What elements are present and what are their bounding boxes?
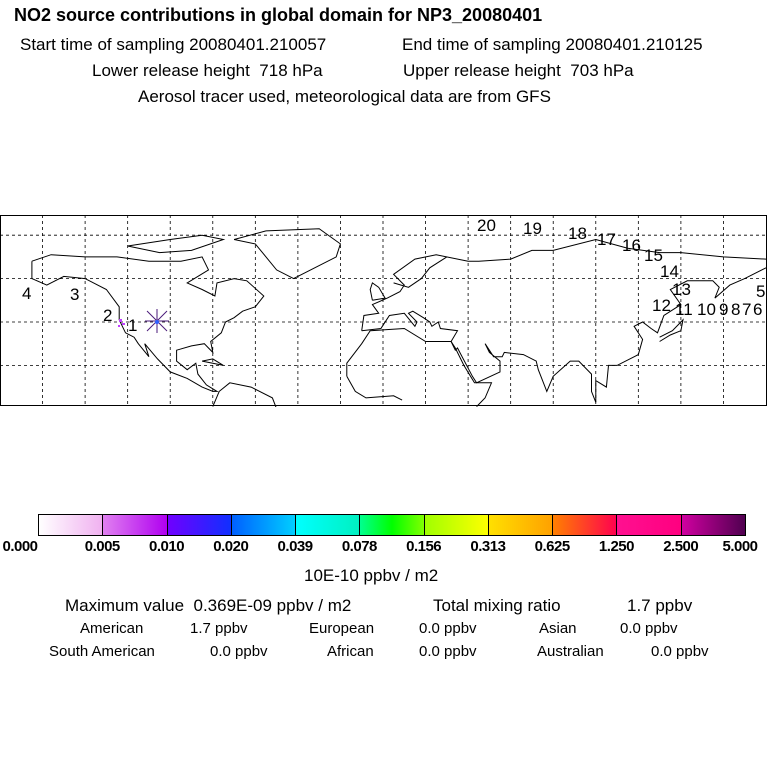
lower-height: Lower release height 718 hPa bbox=[92, 61, 323, 81]
trajectory-label-4: 4 bbox=[22, 284, 31, 303]
max-label: Maximum value bbox=[65, 596, 185, 615]
colorbar-segment bbox=[38, 514, 104, 536]
colorbar-segment bbox=[487, 514, 554, 536]
coastline-canadian-arctic bbox=[127, 234, 226, 254]
trajectory-label-19: 19 bbox=[523, 219, 542, 238]
trajectory-label-1: 1 bbox=[128, 316, 137, 335]
max-value: Maximum value 0.369E-09 ppbv / m2 bbox=[65, 596, 351, 616]
region-african-label: African bbox=[327, 643, 374, 660]
coastline-scandinavia bbox=[393, 256, 448, 288]
region-australian-label: Australian bbox=[537, 643, 604, 660]
trajectory-label-13: 13 bbox=[672, 280, 691, 299]
trajectory-label-11: 11 bbox=[675, 300, 693, 319]
region-european-value: 0.0 ppbv bbox=[419, 620, 477, 637]
trajectory-label-2: 2 bbox=[103, 306, 112, 325]
colorbar-tick-label: 0.625 bbox=[534, 538, 571, 555]
start-value: 20080401.210057 bbox=[189, 35, 327, 54]
trajectory-label-18: 18 bbox=[568, 224, 587, 243]
coastline-greenland bbox=[233, 228, 341, 280]
coastline-south-america bbox=[212, 382, 277, 407]
max-value-text: 0.369E-09 ppbv / m2 bbox=[193, 596, 352, 615]
colorbar-segment bbox=[359, 514, 426, 536]
trajectory-label-5: 5 bbox=[756, 282, 765, 301]
colorbar-tick-label: 0.156 bbox=[406, 538, 442, 555]
map-frame bbox=[0, 215, 767, 406]
region-american-label: American bbox=[80, 620, 144, 637]
lower-label: Lower release height bbox=[92, 61, 250, 80]
colorbar-segment bbox=[423, 514, 490, 536]
trajectory-label-10: 10 bbox=[697, 300, 716, 319]
trajectory-label-7: 7 bbox=[742, 300, 751, 319]
trajectory-label-17: 17 bbox=[597, 230, 616, 249]
coastline-japan bbox=[659, 318, 684, 342]
trajectory-label-6: 6 bbox=[753, 300, 762, 319]
colorbar-segment bbox=[552, 514, 618, 536]
colorbar-tick-label: 0.020 bbox=[213, 538, 249, 555]
colorbar-segment bbox=[616, 514, 683, 536]
region-australian-value: 0.0 ppbv bbox=[651, 643, 709, 660]
start-label: Start time of sampling bbox=[20, 35, 185, 54]
colorbar-tick-label: 0.313 bbox=[470, 538, 506, 555]
region-european-label: European bbox=[309, 620, 375, 637]
upper-label: Upper release height bbox=[403, 61, 561, 80]
trajectory-label-8: 8 bbox=[731, 300, 740, 319]
colorbar-tick-label: 0.010 bbox=[149, 538, 185, 555]
colorbar-segment bbox=[295, 514, 361, 536]
graticule bbox=[0, 215, 766, 406]
trajectory-label-3: 3 bbox=[70, 285, 79, 304]
colorbar-tick-label: 5.000 bbox=[722, 538, 758, 555]
region-south-american-value: 0.0 ppbv bbox=[210, 643, 268, 660]
total-value: 1.7 ppbv bbox=[627, 596, 693, 615]
start-time: Start time of sampling 20080401.210057 bbox=[20, 35, 326, 55]
coastline-eurasia bbox=[361, 238, 767, 331]
coastline-north-america bbox=[31, 254, 265, 392]
trajectory-label-9: 9 bbox=[719, 300, 728, 319]
colorbar-tick-label: 1.250 bbox=[598, 538, 635, 555]
colorbar-segment bbox=[680, 514, 747, 536]
concentration-hotspot bbox=[118, 319, 125, 327]
colorbar-unit: 10E-10 ppbv / m2 bbox=[304, 566, 439, 585]
coastline-cuba bbox=[201, 358, 224, 366]
colorbar-segment bbox=[102, 514, 169, 536]
colorbar-tick-label: 0.039 bbox=[277, 538, 314, 555]
trajectory-label-14: 14 bbox=[660, 262, 679, 281]
coastlines bbox=[31, 228, 767, 407]
release-point-star bbox=[145, 309, 169, 333]
colorbar-tick-label: 0.005 bbox=[84, 538, 121, 555]
trajectory-label-12: 12 bbox=[652, 296, 671, 315]
coastline-west-africa bbox=[346, 376, 403, 401]
upper-height: Upper release height 703 hPa bbox=[403, 61, 634, 81]
trajectory-label-20: 20 bbox=[477, 216, 496, 235]
colorbar-segment bbox=[230, 514, 297, 536]
end-value: 20080401.210125 bbox=[565, 35, 703, 54]
trajectory-label-16: 16 bbox=[622, 236, 641, 255]
colorbar-tick-label: 2.500 bbox=[663, 538, 699, 555]
colorbar-tick-label: 0.000 bbox=[2, 538, 38, 555]
trajectory-label-15: 15 bbox=[644, 246, 663, 265]
region-asian-value: 0.0 ppbv bbox=[620, 620, 678, 637]
lower-value: 718 hPa bbox=[259, 61, 323, 80]
coastline-east-asia bbox=[361, 267, 767, 403]
end-label: End time of sampling bbox=[402, 35, 561, 54]
plot-title: NO2 source contributions in global domai… bbox=[14, 5, 543, 25]
upper-value: 703 hPa bbox=[570, 61, 634, 80]
coastline-british-isles bbox=[369, 282, 386, 301]
region-african-value: 0.0 ppbv bbox=[419, 643, 477, 660]
colorbar-tick-label: 0.078 bbox=[341, 538, 378, 555]
region-south-american-label: South American bbox=[49, 643, 155, 660]
tracer-note: Aerosol tracer used, meteorological data… bbox=[138, 87, 551, 106]
region-asian-label: Asian bbox=[539, 620, 577, 637]
region-american-value: 1.7 ppbv bbox=[190, 620, 248, 637]
colorbar-segment bbox=[166, 514, 233, 536]
end-time: End time of sampling 20080401.210125 bbox=[402, 35, 703, 55]
coastline-africa bbox=[346, 327, 493, 407]
total-label: Total mixing ratio bbox=[433, 596, 561, 615]
